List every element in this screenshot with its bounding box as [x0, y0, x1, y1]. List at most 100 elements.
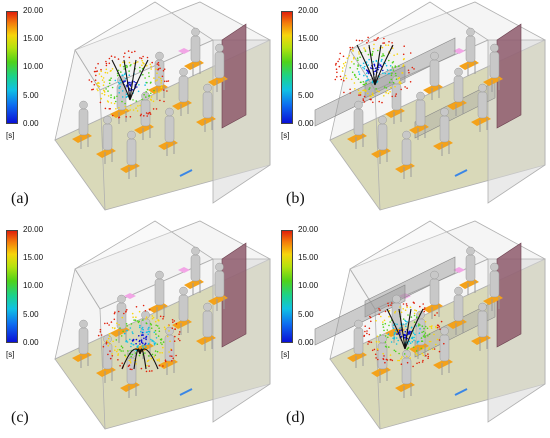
particle — [420, 337, 423, 339]
seated-mannequin — [433, 107, 453, 156]
particle — [394, 350, 397, 353]
particle — [440, 320, 443, 323]
panel-a: 20.00 15.00 10.00 5.00 0.00 [s] (a) — [0, 0, 275, 219]
particle — [141, 59, 143, 62]
door — [221, 242, 247, 348]
particle — [389, 91, 391, 93]
mannequin-torso — [391, 83, 402, 111]
particle — [417, 340, 420, 343]
particle — [390, 304, 392, 306]
particle — [371, 349, 374, 352]
particle — [363, 335, 365, 337]
particle — [380, 315, 382, 318]
particle — [128, 70, 130, 72]
particle — [107, 85, 110, 88]
particle — [404, 337, 406, 339]
particle — [164, 360, 167, 363]
particle — [419, 324, 421, 326]
particle — [399, 80, 401, 83]
room-scene — [54, 1, 271, 211]
particle — [157, 68, 159, 71]
particle — [114, 349, 116, 351]
mannequin-head — [127, 130, 136, 140]
particle — [384, 361, 386, 364]
particle — [117, 74, 119, 77]
particle — [142, 347, 145, 349]
particle — [162, 315, 165, 318]
particle — [409, 306, 412, 308]
particle — [141, 326, 144, 329]
particle — [121, 316, 124, 319]
particle — [374, 70, 377, 73]
particle — [100, 334, 103, 336]
particle — [433, 348, 436, 350]
particle — [374, 353, 377, 356]
particle — [377, 348, 379, 351]
particle — [155, 80, 157, 82]
colorbar-tick: 10.00 — [298, 281, 319, 290]
mannequin-head — [440, 107, 449, 117]
particle — [390, 358, 392, 361]
particle — [388, 59, 390, 62]
seated-mannequin — [196, 302, 216, 351]
particle — [403, 45, 405, 47]
particle — [142, 342, 144, 345]
mannequin-head — [215, 262, 224, 272]
colorbar-tick: 10.00 — [298, 62, 319, 71]
particle — [155, 91, 157, 94]
particle — [371, 81, 374, 84]
mannequin-torso — [353, 327, 364, 355]
particle — [129, 85, 132, 87]
particle — [364, 49, 366, 51]
particle — [123, 312, 125, 315]
colorbar — [6, 230, 18, 343]
particle — [155, 324, 157, 327]
particle — [142, 55, 144, 58]
particle — [407, 347, 409, 350]
particle — [157, 319, 160, 322]
trajectory-arrow — [121, 348, 141, 370]
mannequin-head — [402, 349, 411, 359]
particle — [359, 56, 361, 58]
particle — [435, 343, 437, 346]
particle — [130, 323, 133, 325]
particle — [372, 94, 375, 96]
particle — [418, 332, 421, 334]
particle — [148, 326, 150, 329]
particle — [435, 326, 437, 329]
particle — [376, 38, 378, 40]
particle — [107, 353, 109, 356]
particle — [420, 347, 422, 350]
particle — [148, 72, 150, 74]
door — [496, 242, 522, 348]
particle — [404, 86, 406, 88]
particle — [117, 359, 119, 361]
particle — [156, 343, 159, 345]
particle — [117, 354, 119, 356]
particle — [124, 105, 126, 108]
particle — [418, 323, 420, 325]
particle — [355, 76, 357, 78]
particle — [159, 67, 161, 70]
particle — [156, 325, 159, 327]
particle — [106, 322, 109, 325]
particle — [108, 57, 111, 60]
seated-mannequin — [471, 83, 491, 132]
seated-mannequin — [208, 43, 228, 92]
particle — [131, 340, 134, 342]
particle — [173, 320, 176, 322]
ceiling-vent — [124, 293, 136, 299]
particle — [375, 357, 377, 359]
particle — [126, 65, 128, 67]
colorbar-tick: 5.00 — [23, 310, 39, 319]
particle — [413, 321, 416, 323]
mannequin-head — [191, 27, 200, 37]
particle — [156, 350, 159, 353]
particle — [128, 74, 131, 76]
trajectory-arrow — [139, 348, 159, 370]
particle — [410, 330, 412, 333]
particle — [362, 99, 365, 102]
particle — [388, 72, 391, 75]
particle — [363, 101, 366, 103]
particle — [404, 309, 407, 311]
